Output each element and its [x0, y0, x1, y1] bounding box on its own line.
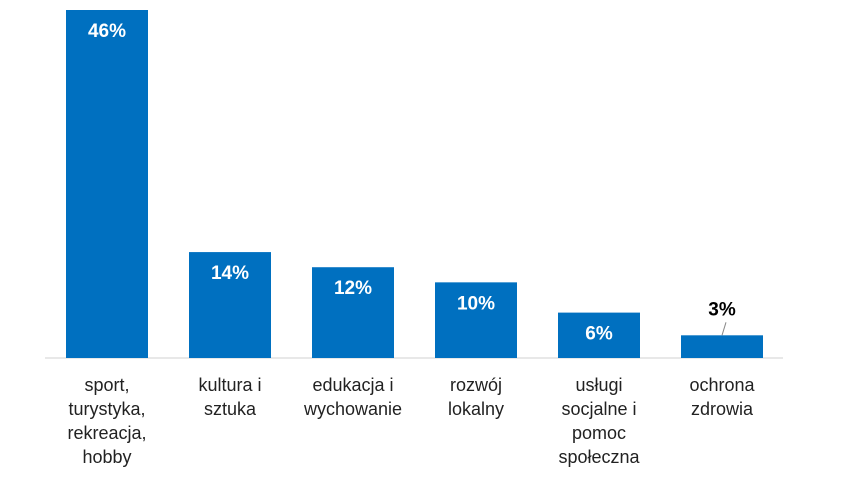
bar [189, 252, 271, 358]
x-tick-label: rozwój lokalny [447, 375, 505, 419]
bar [435, 282, 517, 358]
bar [66, 10, 148, 358]
bar [558, 312, 640, 358]
value-label: 3% [708, 299, 736, 320]
value-label: 6% [585, 324, 613, 345]
bar [312, 267, 394, 358]
x-tick-label: sport, turystyka, rekreacja, hobby [67, 375, 147, 467]
x-tick-label: ochrona zdrowia [689, 375, 755, 419]
value-label: 10% [457, 293, 495, 314]
x-tick-label: usługi socjalne i pomoc społeczna [558, 375, 640, 467]
x-tick-label: edukacja i wychowanie [303, 375, 403, 419]
value-label: 46% [88, 21, 126, 42]
x-tick-label: kultura i sztuka [198, 375, 262, 419]
value-label: 12% [334, 278, 372, 299]
value-label: 14% [211, 263, 249, 284]
bar [681, 335, 763, 358]
leader-line [721, 322, 727, 336]
